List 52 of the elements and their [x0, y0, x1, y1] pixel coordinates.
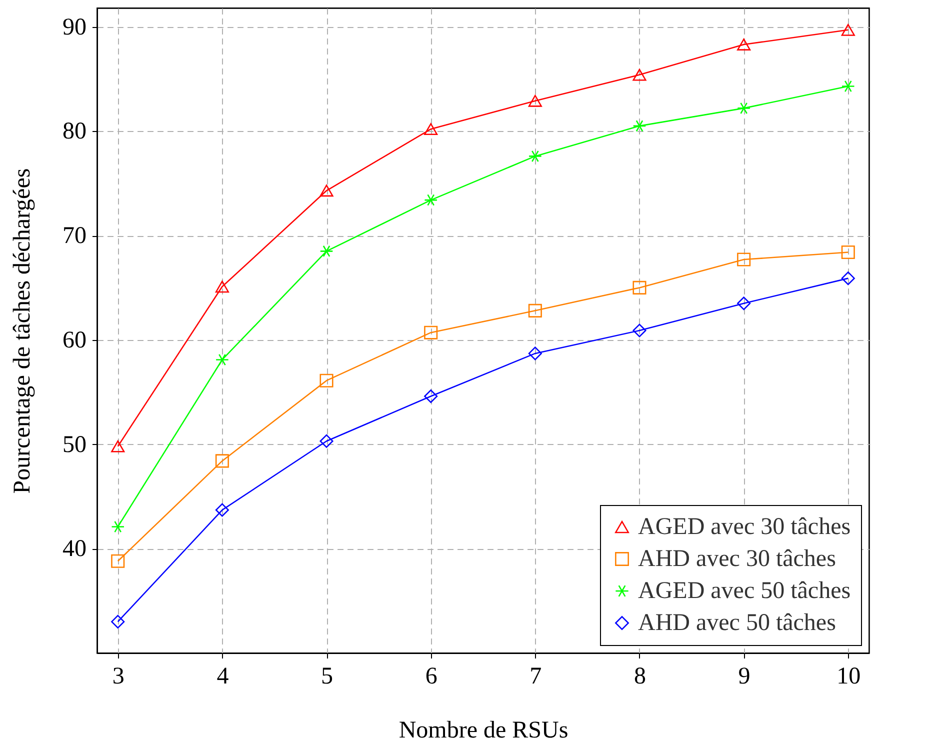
- point: [424, 389, 438, 404]
- point: [528, 346, 542, 360]
- point: [215, 454, 229, 468]
- y-tick-label: 90: [62, 14, 86, 40]
- y-tick-label: 80: [62, 118, 86, 145]
- point: [632, 68, 646, 81]
- point: [737, 252, 751, 266]
- y-axis-title: Pourcentage de tâches déchargées: [10, 168, 36, 494]
- point: [320, 434, 334, 448]
- legend-label: AHD avec 30 tâches: [638, 546, 836, 572]
- point: [215, 280, 229, 293]
- point: [111, 440, 125, 452]
- y-tick-label: 70: [62, 223, 86, 250]
- x-tick-label: 9: [738, 664, 750, 690]
- point: [841, 272, 855, 286]
- point: [528, 304, 542, 318]
- y-tick-label: 40: [62, 536, 86, 562]
- point: [841, 80, 855, 92]
- point: [737, 296, 751, 310]
- point: [528, 94, 542, 107]
- legend-label: AGED avec 50 tâches: [638, 578, 851, 604]
- y-tick-label: 60: [62, 327, 86, 354]
- point: [424, 326, 438, 340]
- point: [737, 102, 751, 114]
- x-tick-label: 10: [836, 664, 861, 690]
- point: [320, 184, 334, 197]
- x-tick-label: 6: [425, 664, 438, 690]
- point: [841, 245, 855, 259]
- x-tick-label: 5: [321, 664, 334, 690]
- x-tick-label: 7: [530, 664, 542, 690]
- point: [424, 123, 438, 136]
- point: [215, 354, 229, 366]
- point: [737, 38, 751, 50]
- x-tick-label: 3: [112, 664, 124, 690]
- point: [424, 194, 438, 206]
- point: [632, 280, 646, 294]
- point: [111, 520, 125, 533]
- point: [111, 614, 125, 628]
- point: [632, 324, 646, 338]
- point: [320, 374, 334, 388]
- x-tick-label: 4: [216, 664, 229, 690]
- point: [215, 503, 229, 517]
- point: [841, 24, 855, 36]
- point: [111, 554, 125, 568]
- legend-label: AGED avec 30 tâches: [638, 514, 851, 540]
- point: [632, 120, 646, 132]
- x-tick-label: 8: [634, 664, 646, 690]
- y-tick-label: 50: [62, 432, 86, 458]
- legend-label: AHD avec 50 tâches: [638, 610, 836, 636]
- point: [528, 150, 542, 162]
- point: [320, 245, 334, 258]
- x-axis-title: Nombre de RSUs: [398, 718, 568, 744]
